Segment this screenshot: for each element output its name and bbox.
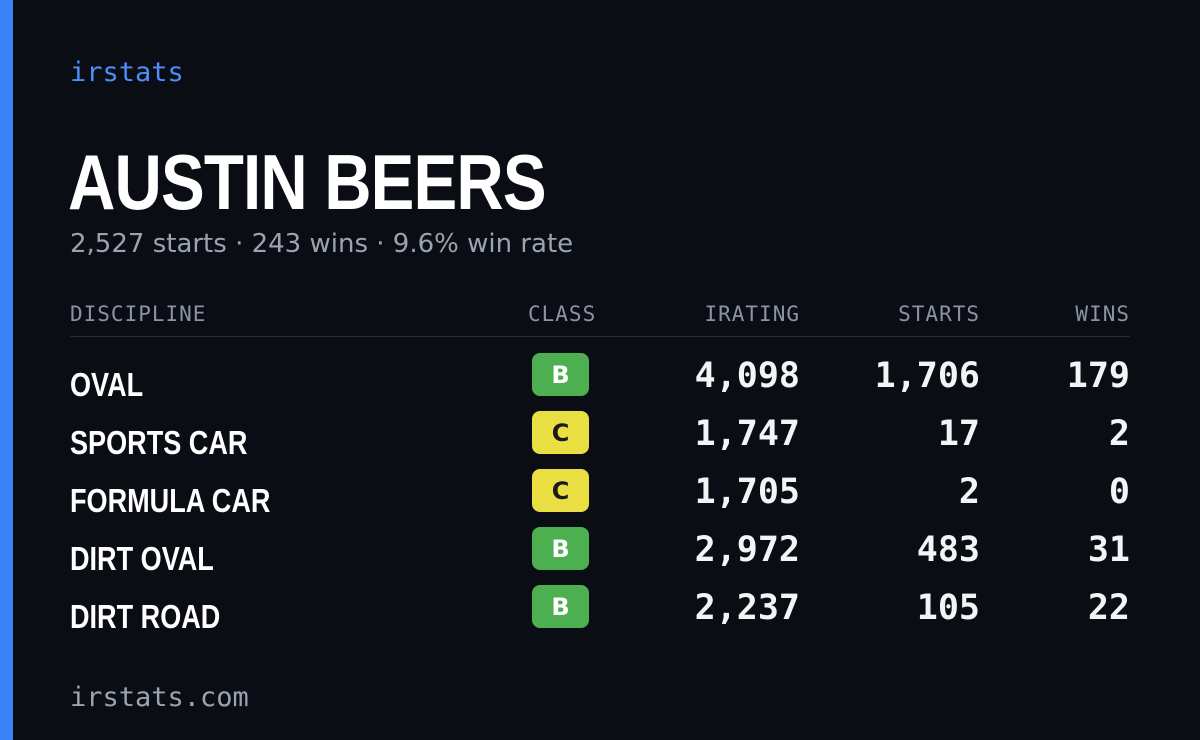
starts-value: 2: [958, 472, 980, 512]
header-discipline: DISCIPLINE: [70, 302, 207, 326]
table-body: OVAL B 4,098 1,706 179 SPORTS CAR C 1,74…: [70, 353, 1130, 643]
irating-value: 1,705: [694, 472, 800, 512]
wins-value: 22: [1087, 588, 1130, 628]
wins-value: 0: [1108, 472, 1130, 512]
table-row: FORMULA CAR C 1,705 2 0: [70, 469, 1130, 527]
class-badge: B: [532, 527, 589, 570]
table-row: SPORTS CAR C 1,747 17 2: [70, 411, 1130, 469]
wins-value: 31: [1087, 530, 1130, 570]
player-summary: 2,527 starts · 243 wins · 9.6% win rate: [70, 229, 574, 259]
discipline-name: DIRT ROAD: [70, 598, 221, 635]
irating-value: 1,747: [694, 414, 800, 454]
table-row: OVAL B 4,098 1,706 179: [70, 353, 1130, 411]
wins-value: 179: [1066, 356, 1130, 396]
irating-value: 2,237: [694, 588, 800, 628]
header-irating: IRATING: [704, 302, 800, 326]
discipline-name: FORMULA CAR: [70, 482, 271, 519]
starts-value: 17: [937, 414, 980, 454]
class-badge: B: [532, 353, 589, 396]
irating-value: 4,098: [694, 356, 800, 396]
starts-value: 1,706: [874, 356, 980, 396]
stats-table: DISCIPLINE CLASS IRATING STARTS WINS OVA…: [70, 300, 1130, 643]
class-badge: C: [532, 469, 589, 512]
table-header: DISCIPLINE CLASS IRATING STARTS WINS: [70, 300, 1130, 337]
table-row: DIRT OVAL B 2,972 483 31: [70, 527, 1130, 585]
irating-value: 2,972: [694, 530, 800, 570]
discipline-name: OVAL: [70, 366, 144, 403]
class-badge: C: [532, 411, 589, 454]
discipline-name: SPORTS CAR: [70, 424, 248, 461]
footer-site-url: irstats.com: [70, 682, 249, 713]
header-starts: STARTS: [898, 302, 980, 326]
accent-bar: [0, 0, 13, 740]
class-badge: B: [532, 585, 589, 628]
header-class: CLASS: [528, 302, 597, 326]
player-name: AUSTIN BEERS: [68, 138, 547, 226]
starts-value: 105: [916, 588, 980, 628]
wins-value: 2: [1108, 414, 1130, 454]
header-wins: WINS: [1075, 302, 1130, 326]
brand-logo-text: irstats: [70, 57, 184, 88]
starts-value: 483: [916, 530, 980, 570]
table-row: DIRT ROAD B 2,237 105 22: [70, 585, 1130, 643]
discipline-name: DIRT OVAL: [70, 540, 214, 577]
